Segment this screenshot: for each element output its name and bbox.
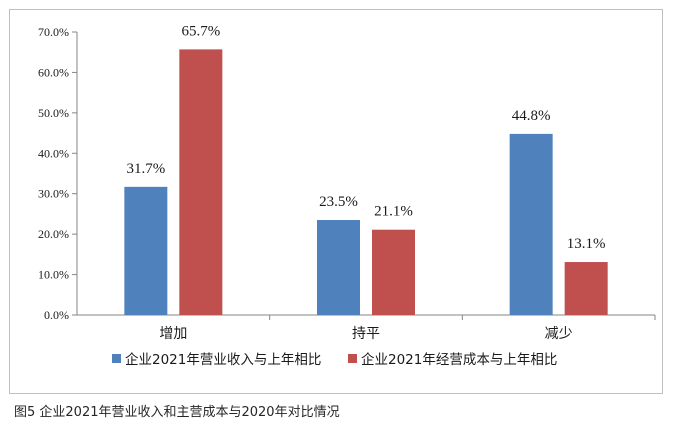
- legend-swatch: [112, 354, 121, 363]
- bar: [317, 219, 360, 315]
- legend-swatch: [348, 354, 357, 363]
- y-tick-label: 40.0%: [38, 146, 69, 160]
- bar: [372, 229, 415, 315]
- x-category-label: 减少: [545, 326, 573, 342]
- figure-caption: 图5 企业2021年营业收入和主营成本与2020年对比情况: [14, 405, 340, 420]
- chart-frame: 0.0% 10.0% 20.0% 30.0% 40.0% 50.0% 60.0% 70.0% 增…: [9, 9, 663, 394]
- y-tick-label: 0.0%: [44, 308, 69, 322]
- y-tick-label: 10.0%: [38, 268, 69, 282]
- legend-label: 企业2021年营业收入与上年相比: [125, 351, 321, 368]
- legend-label: 企业2021年经营成本与上年相比: [361, 351, 557, 368]
- bar: [179, 49, 223, 316]
- bar: [564, 262, 608, 315]
- data-label: 65.7%: [181, 23, 220, 39]
- y-tick-label: 70.0%: [38, 25, 69, 39]
- data-label: 44.8%: [512, 108, 551, 124]
- x-category-label: 增加: [159, 326, 187, 342]
- data-label: 13.1%: [567, 236, 606, 252]
- data-label: 23.5%: [319, 194, 358, 210]
- bar-chart: 0.0% 10.0% 20.0% 30.0% 40.0% 50.0% 60.0% 70.0% 增…: [38, 23, 656, 368]
- y-tick-label: 30.0%: [38, 187, 69, 201]
- data-label: 21.1%: [374, 204, 413, 220]
- data-label: 31.7%: [126, 161, 165, 177]
- y-tick-label: 50.0%: [38, 106, 69, 120]
- x-category-label: 持平: [352, 326, 380, 342]
- y-tick-label: 60.0%: [38, 65, 69, 79]
- bar: [124, 186, 168, 315]
- bar: [509, 133, 553, 315]
- y-tick-label: 20.0%: [38, 227, 69, 241]
